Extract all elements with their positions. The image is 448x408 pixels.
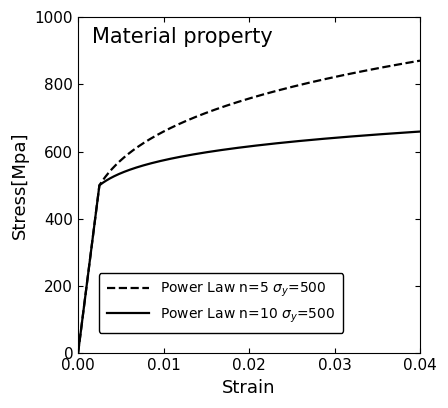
Y-axis label: Stress[Mpa]: Stress[Mpa] [11, 131, 29, 239]
X-axis label: Strain: Strain [222, 379, 276, 397]
Text: Material property: Material property [92, 27, 272, 47]
Legend: Power Law n=5 $\sigma_y$=500, Power Law n=10 $\sigma_y$=500: Power Law n=5 $\sigma_y$=500, Power Law … [99, 273, 344, 333]
